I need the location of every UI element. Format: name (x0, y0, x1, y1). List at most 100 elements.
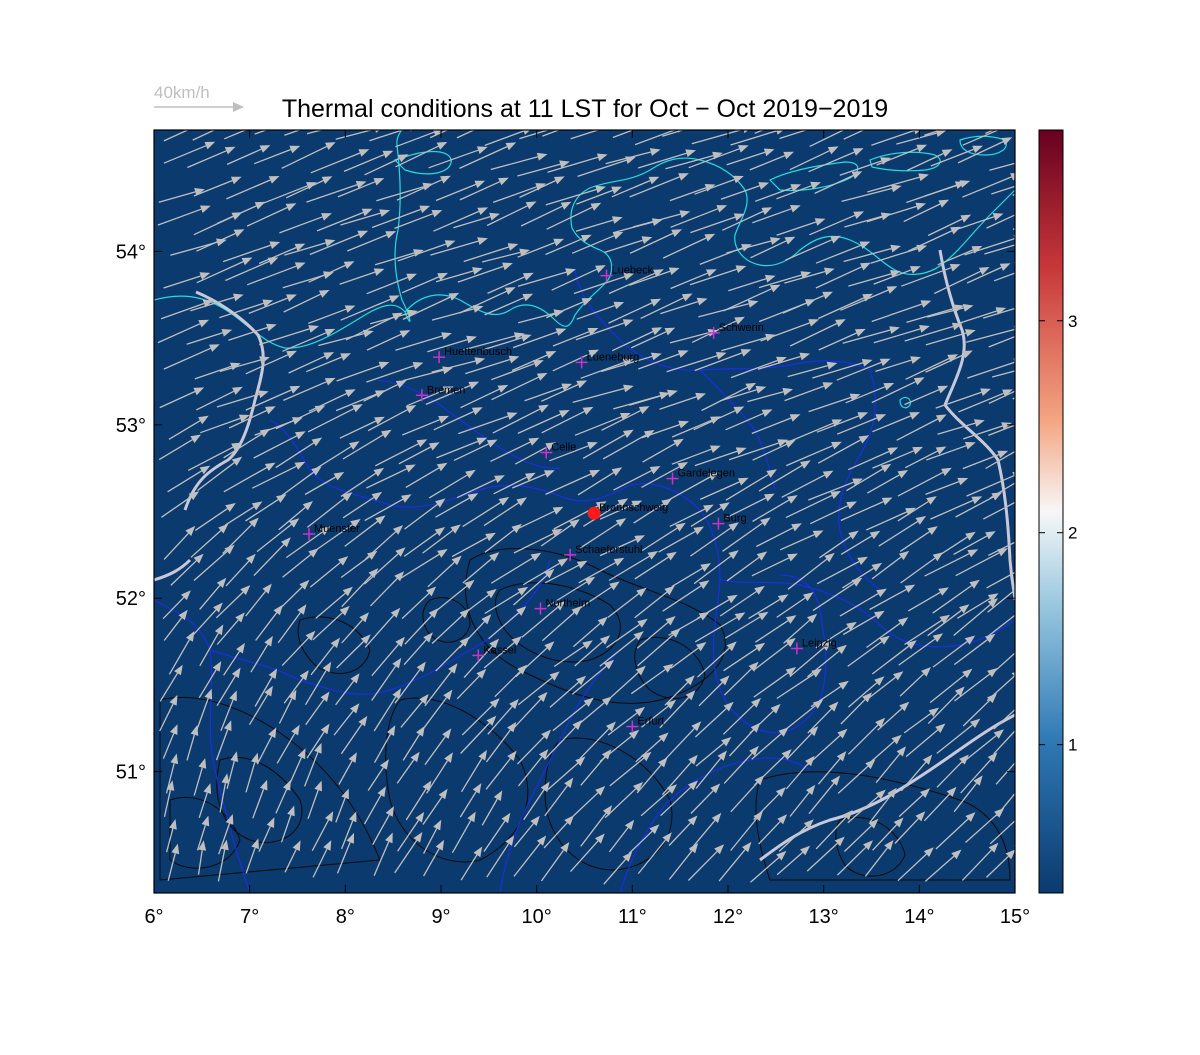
wind-arrow (953, 531, 996, 555)
wind-arrow (907, 587, 949, 612)
wind-arrow (819, 530, 859, 559)
wind-arrow (336, 361, 390, 382)
wind-arrow (843, 244, 901, 263)
wind-arrow (729, 722, 761, 757)
wind-arrow (310, 149, 370, 174)
wind-arrow (462, 552, 500, 584)
wind-arrow (192, 130, 216, 141)
wind-arrow (460, 384, 509, 409)
lon-tick-label: 10° (522, 906, 552, 928)
wind-arrow (728, 274, 776, 292)
wind-arrow (524, 383, 573, 402)
wind-arrow (453, 439, 498, 461)
wind-arrow (163, 344, 220, 370)
wind-arrow (228, 406, 276, 429)
wind-arrow (460, 846, 483, 881)
wind-arrow (848, 676, 885, 708)
wind-arrow (219, 773, 230, 813)
wind-arrow (490, 552, 542, 584)
wind-arrow (841, 184, 902, 203)
wind-arrow (612, 130, 635, 139)
wind-arrow (167, 843, 180, 881)
wind-arrow (406, 386, 454, 407)
wind-arrow (512, 470, 555, 489)
wind-arrow (630, 327, 676, 349)
wind-arrow (279, 213, 332, 234)
wind-arrow (225, 257, 279, 282)
wind-arrow (431, 305, 484, 321)
wind-arrow (225, 553, 256, 587)
wind-arrow (336, 832, 354, 874)
wind-arrow (696, 641, 737, 678)
wind-arrow (634, 551, 677, 580)
wind-arrow (757, 352, 811, 370)
wind-arrow (435, 636, 470, 672)
wind-arrow (283, 289, 330, 313)
city-muenster: Muenster (302, 523, 360, 541)
wind-arrow (343, 150, 394, 172)
wind-arrow (608, 551, 658, 582)
wind-arrow (397, 811, 425, 852)
wind-arrow (336, 634, 371, 669)
wind-arrow (778, 819, 814, 852)
wind-arrow (483, 636, 522, 669)
wind-arrow (517, 410, 570, 434)
wind-arrow (277, 466, 322, 499)
wind-arrow (167, 465, 211, 493)
scale-arrow-label: 40km/h (154, 83, 210, 102)
wind-arrow (216, 667, 241, 707)
wind-arrow (312, 605, 350, 641)
wind-arrow (549, 675, 587, 708)
wind-arrow (228, 323, 277, 341)
wind-arrow (486, 201, 537, 227)
wind-arrow (395, 130, 442, 148)
wind-arrow (199, 624, 224, 667)
wind-arrow (517, 671, 560, 706)
wind-arrow (363, 786, 386, 825)
city-label: Schwerin (719, 322, 764, 334)
wind-arrow (309, 556, 349, 588)
lon-tick-label: 14° (904, 906, 934, 928)
wind-arrow (459, 177, 509, 201)
wind-arrow (373, 688, 402, 732)
wind-arrow (572, 786, 606, 817)
wind-arrow (637, 149, 696, 169)
wind-arrow (847, 717, 886, 755)
wind-arrow (962, 450, 1009, 470)
city-celle: Celle (540, 442, 576, 459)
wind-arrow (340, 467, 385, 497)
wind-arrow (486, 835, 515, 878)
wind-arrow (752, 495, 798, 522)
wind-arrow (787, 552, 835, 590)
wind-arrow (541, 380, 588, 402)
wind-arrow (196, 229, 245, 252)
wind-arrow (599, 535, 645, 557)
wind-arrow (750, 850, 787, 883)
wind-arrow (254, 130, 268, 135)
wind-arrow (607, 587, 647, 618)
wind-arrow (367, 759, 389, 791)
wind-arrow (691, 130, 749, 145)
wind-arrow (401, 272, 448, 294)
wind-arrow (867, 671, 904, 700)
lat-tick-label: 54° (116, 241, 146, 263)
wind-arrow (487, 698, 519, 735)
wind-arrow (340, 550, 378, 579)
wind-arrow (574, 635, 611, 667)
wind-arrow (570, 130, 601, 140)
wind-arrow (399, 549, 448, 579)
wind-arrow (253, 431, 306, 459)
wind-arrow (722, 207, 773, 231)
wind-arrow (897, 496, 937, 522)
wind-arrow (750, 236, 796, 259)
wind-arrow (752, 205, 801, 224)
wind-arrow (904, 614, 951, 646)
wind-arrow (723, 642, 766, 672)
wind-arrow (457, 262, 513, 283)
wind-arrow (223, 642, 245, 676)
wind-arrow (904, 385, 949, 406)
wind-arrow (905, 446, 947, 469)
wind-arrow (544, 560, 588, 584)
wind-arrow (545, 469, 601, 495)
